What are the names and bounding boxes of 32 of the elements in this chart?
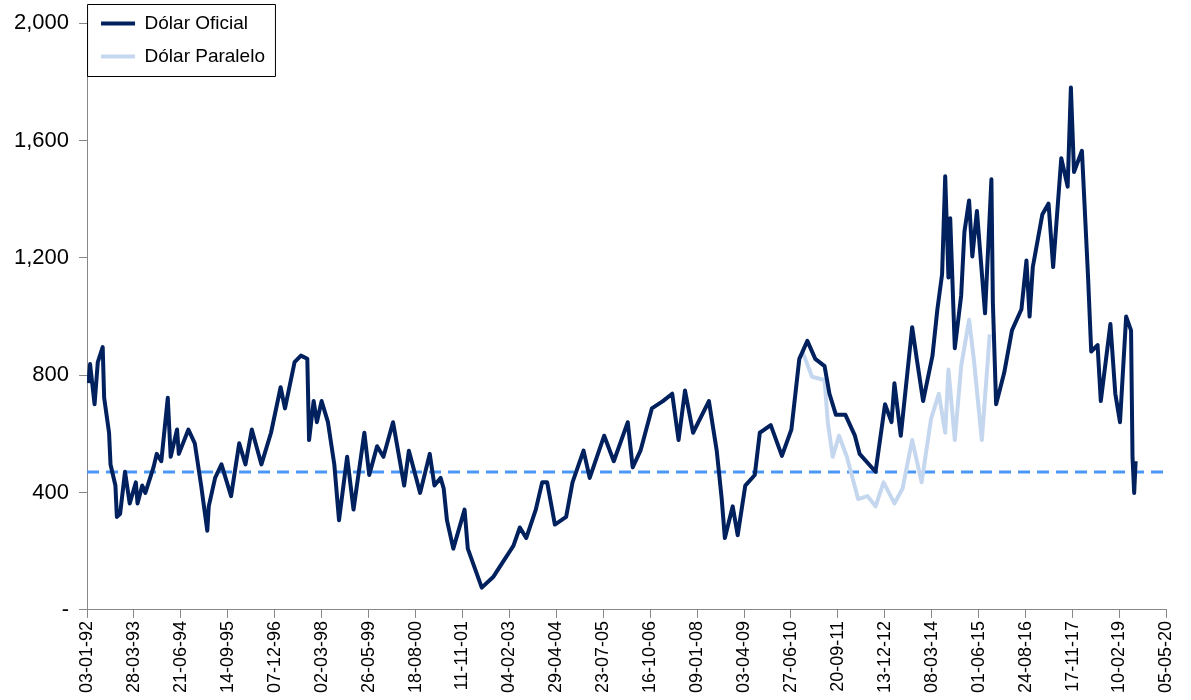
x-tick-label: 04-02-03 xyxy=(498,620,519,694)
legend-label: Dólar Oficial xyxy=(144,11,249,33)
x-tick-label: 29-04-04 xyxy=(545,620,566,694)
y-tick-label: 2,000 xyxy=(13,9,70,35)
y-tick-label: 800 xyxy=(32,361,70,387)
y-tick-label: 400 xyxy=(32,478,70,504)
x-tick-label: 26-05-99 xyxy=(357,620,378,694)
x-tick-label: 28-03-93 xyxy=(122,620,143,694)
x-tick-label: 17-11-17 xyxy=(1061,620,1082,692)
x-tick-label: 10-02-19 xyxy=(1108,620,1129,694)
x-tick-label: 24-08-16 xyxy=(1014,620,1035,694)
x-tick-label: 07-12-96 xyxy=(263,620,284,694)
x-tick-label: 18-08-00 xyxy=(404,620,425,694)
legend-label: Dólar Paralelo xyxy=(144,44,265,66)
x-tick-label: 13-12-12 xyxy=(873,620,894,694)
x-tick-label: 23-07-05 xyxy=(592,620,613,694)
x-tick-label: 03-04-09 xyxy=(733,620,754,694)
y-tick-label: 1,600 xyxy=(13,126,70,152)
x-tick-label: 09-01-08 xyxy=(686,620,707,694)
x-tick-label: 02-03-98 xyxy=(310,620,331,694)
x-tick-label: 21-06-94 xyxy=(169,620,190,694)
x-tick-label: 14-09-95 xyxy=(216,620,237,694)
x-tick-label: 11-11-01 xyxy=(451,620,472,691)
x-tick-label: 27-06-10 xyxy=(779,620,800,694)
x-tick-label: 01-06-15 xyxy=(967,620,988,694)
y-tick-label: 1,200 xyxy=(13,243,70,269)
x-tick-label: 20-09-11 xyxy=(826,620,847,692)
x-tick-label: 16-10-06 xyxy=(639,620,660,694)
x-tick-label: 05-05-20 xyxy=(1155,620,1176,694)
x-tick-label: 08-03-14 xyxy=(920,620,941,694)
x-tick-label: 03-01-92 xyxy=(76,620,97,694)
y-tick-label: - xyxy=(61,596,70,622)
